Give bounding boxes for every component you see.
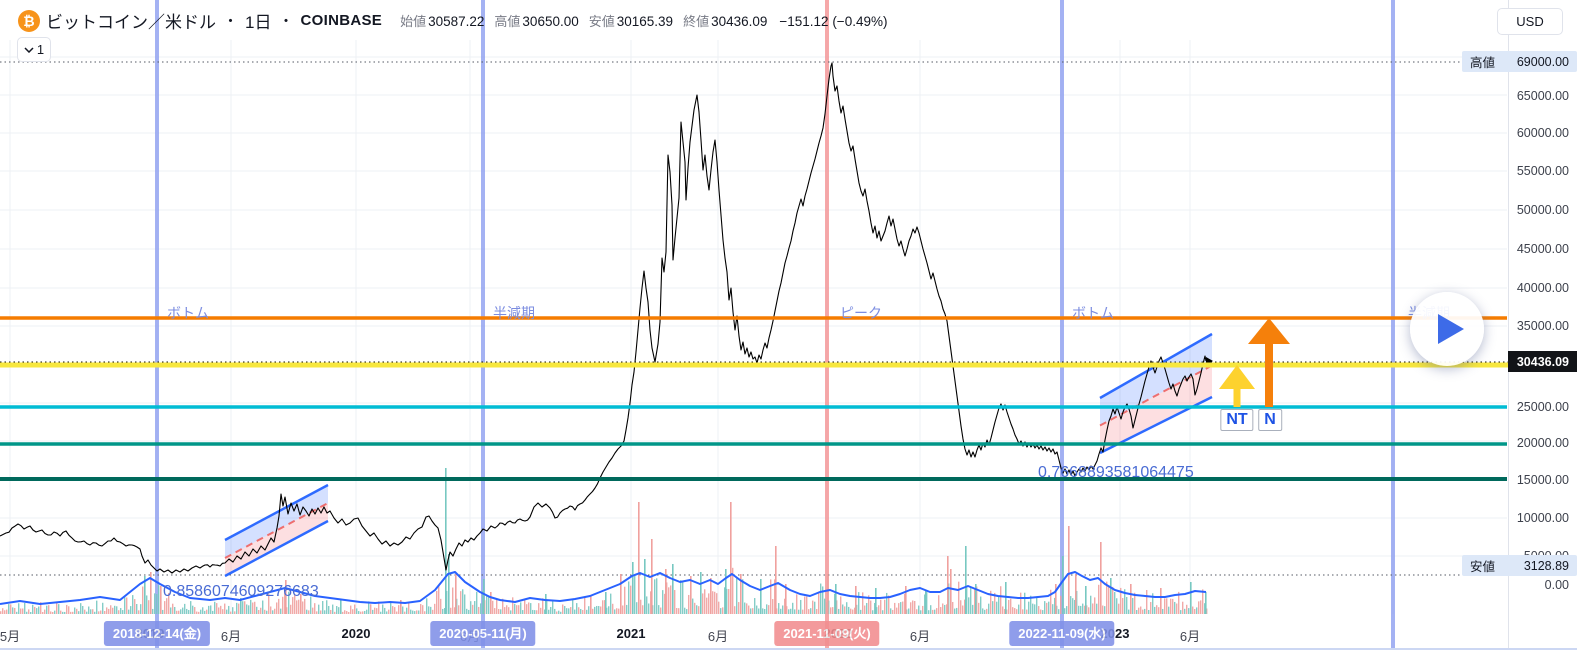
- arrow-head[interactable]: [1248, 318, 1290, 344]
- price-tick-label: 20000.00: [1516, 436, 1569, 450]
- title-separator: ・: [278, 13, 294, 30]
- event-text-label[interactable]: 半減期: [493, 305, 535, 321]
- chart-legend: ₿ ビットコイン／米ドル ・ 1日 ・ COINBASE 始値 30587.22 …: [18, 8, 887, 33]
- price-tick-label: 55000.00: [1516, 164, 1569, 178]
- price-tick-label: 60000.00: [1516, 126, 1569, 140]
- gridlines: [0, 40, 1507, 614]
- event-date-badge[interactable]: 2022-11-09(水): [1009, 621, 1115, 646]
- volume-ma: [0, 571, 1207, 605]
- open-label: 始値: [400, 14, 427, 29]
- price-tick-label: 45000.00: [1516, 242, 1569, 256]
- vertical-line-drawing[interactable]: [1060, 0, 1064, 648]
- vertical-line-drawing[interactable]: [481, 0, 485, 648]
- price-tick-label: 40000.00: [1516, 281, 1569, 295]
- legend-count: 1: [36, 42, 45, 57]
- time-tick-label: 2021: [616, 626, 646, 641]
- price-tick-label: 25000.00: [1516, 400, 1569, 414]
- change-value: −151.12 (−0.49%): [779, 14, 888, 29]
- symbol-title[interactable]: ビットコイン／米ドル: [46, 13, 216, 32]
- fib-value-label[interactable]: 0.7668893581064475: [1038, 464, 1194, 481]
- price-tick-label: 35000.00: [1516, 319, 1569, 333]
- price-tick-label: 10000.00: [1516, 511, 1569, 525]
- price-tick-label: 0.00: [1544, 578, 1569, 592]
- exchange-label[interactable]: COINBASE: [300, 12, 383, 29]
- bitcoin-icon: ₿: [18, 9, 40, 32]
- event-vertical-lines[interactable]: [155, 0, 1395, 648]
- high-value: 30650.00: [522, 14, 579, 29]
- arrow-head[interactable]: [1219, 365, 1255, 389]
- high-price-badge: 高値 69000.00: [1462, 51, 1577, 72]
- last-price-badge: 30436.09: [1508, 351, 1577, 372]
- high-price-value: 69000.00: [1516, 54, 1569, 69]
- arrow-shaft[interactable]: [1233, 387, 1241, 407]
- event-text-label[interactable]: ボトム: [1072, 305, 1114, 321]
- chevron-down-icon: [24, 46, 34, 53]
- interval-label[interactable]: 1日: [245, 13, 272, 32]
- event-date-badge[interactable]: 2020-05-11(月): [430, 621, 536, 646]
- arrow-label-box[interactable]: NT: [1220, 409, 1254, 431]
- volume-ma-line: [0, 571, 1207, 605]
- time-tick-label: 6月: [220, 629, 242, 644]
- low-price-value: 3128.89: [1523, 558, 1569, 573]
- vertical-line-drawing[interactable]: [155, 0, 159, 648]
- time-tick-label: 6月: [707, 629, 729, 644]
- event-text-label[interactable]: ボトム: [167, 305, 209, 321]
- open-value: 30587.22: [428, 14, 485, 29]
- volume-bars: [0, 468, 1208, 614]
- time-axis[interactable]: 5月20196月20206月20216月20226月20236月2018-12-…: [0, 615, 1577, 648]
- price-tick-label: 65000.00: [1516, 89, 1569, 103]
- event-text-label[interactable]: ピーク: [840, 305, 882, 321]
- time-tick-label: 6月: [909, 629, 931, 644]
- event-date-badge[interactable]: 2018-12-14(金): [103, 621, 211, 646]
- close-value: 30436.09: [711, 14, 768, 29]
- title-separator: ・: [223, 13, 239, 30]
- time-tick-label: 5月: [0, 629, 21, 644]
- event-date-badge[interactable]: 2021-11-09(火): [774, 621, 880, 646]
- low-value: 30165.39: [616, 14, 674, 29]
- legend-collapse-button[interactable]: 1: [17, 37, 51, 62]
- ohlc-values: 始値 30587.22 高値 30650.00 安値 30165.39 終値 30436…: [400, 11, 887, 30]
- low-label: 安値: [588, 14, 615, 29]
- high-label: 高値: [494, 14, 521, 29]
- fib-value-label[interactable]: 0.8586074609276683: [163, 583, 319, 600]
- price-tick-label: 50000.00: [1516, 203, 1569, 217]
- arrow-label-box[interactable]: N: [1258, 409, 1282, 431]
- replay-play-button[interactable]: [1410, 292, 1484, 366]
- bottom-separator: [0, 648, 1577, 650]
- time-tick-label: 2020: [341, 626, 371, 641]
- vertical-line-drawing[interactable]: [1391, 0, 1395, 648]
- price-tick-label: 15000.00: [1516, 473, 1569, 487]
- play-icon: [1437, 314, 1464, 344]
- high-price-prefix: 高値: [1470, 56, 1496, 70]
- dotted-lines: [0, 61, 1508, 576]
- currency-toggle-button[interactable]: USD: [1497, 8, 1563, 35]
- low-price-prefix: 安値: [1470, 560, 1496, 574]
- time-tick-label: 6月: [1179, 629, 1201, 644]
- low-price-badge: 安値 3128.89: [1462, 555, 1577, 576]
- arrow-shaft[interactable]: [1265, 342, 1273, 407]
- level-lines[interactable]: [0, 316, 1577, 481]
- vertical-line-drawing[interactable]: [825, 0, 829, 648]
- arrow-drawings[interactable]: [1219, 318, 1290, 407]
- close-label: 終値: [683, 14, 710, 29]
- price-axis[interactable]: 70000.0065000.0060000.0055000.0050000.00…: [1508, 0, 1577, 648]
